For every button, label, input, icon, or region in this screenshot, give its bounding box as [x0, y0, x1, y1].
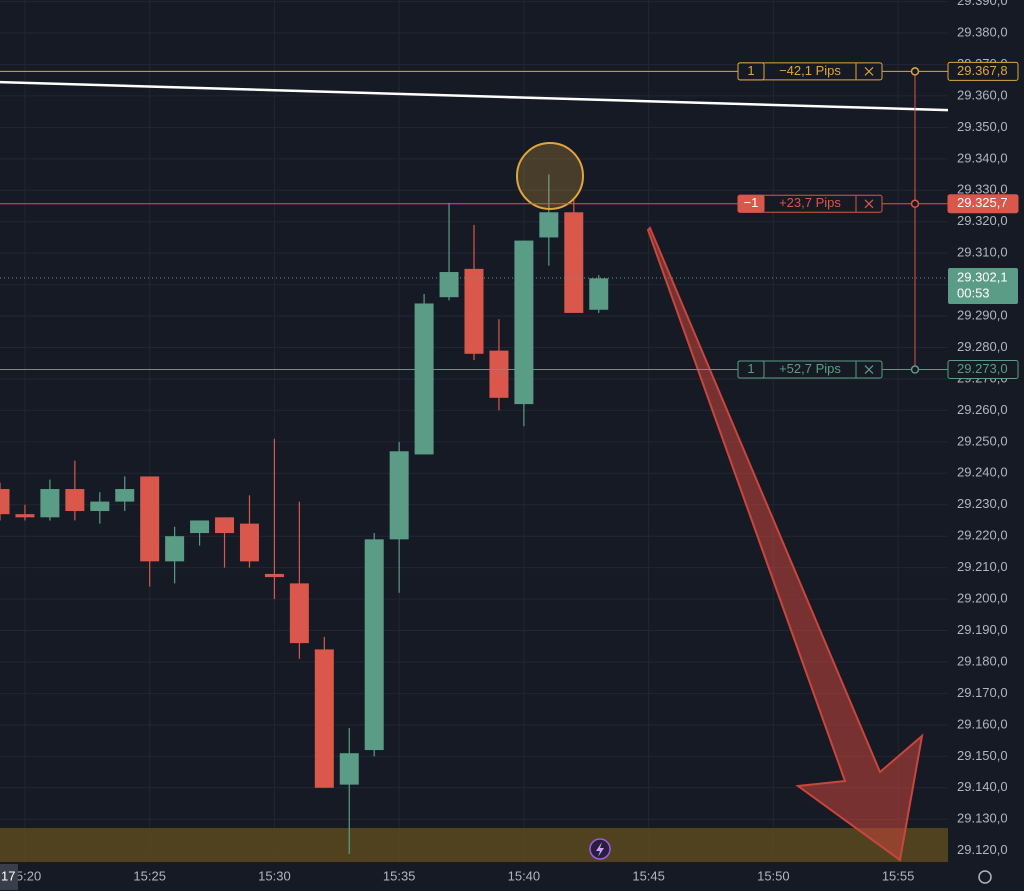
x-tick-label: 15:45 — [632, 868, 665, 883]
candle-body — [539, 212, 559, 238]
order-close[interactable] — [864, 66, 874, 76]
order-pips: +23,7 Pips — [779, 195, 841, 210]
candle-body — [65, 489, 85, 512]
candle-body — [0, 489, 10, 515]
y-tick-label: 29.260,0 — [957, 402, 1008, 417]
candle-body — [489, 350, 509, 398]
candle-body — [15, 514, 35, 518]
y-tick-label: 29.340,0 — [957, 150, 1008, 165]
candle-body — [314, 649, 334, 788]
candle-body — [40, 489, 60, 518]
order-qty: 1 — [747, 361, 754, 376]
y-tick-label: 29.350,0 — [957, 119, 1008, 134]
y-tick-label: 29.250,0 — [957, 433, 1008, 448]
order-price-label: 29.367,8 — [957, 63, 1008, 78]
countdown: 00:53 — [957, 285, 990, 300]
candle-body — [90, 501, 110, 512]
candle-body — [215, 517, 235, 534]
y-tick-label: 29.380,0 — [957, 24, 1008, 39]
y-tick-label: 29.130,0 — [957, 811, 1008, 826]
y-tick-label: 29.390,0 — [957, 0, 1008, 8]
y-tick-label: 29.220,0 — [957, 528, 1008, 543]
y-tick-label: 29.360,0 — [957, 87, 1008, 102]
candle-body — [339, 753, 359, 785]
x-tick-label: 15:40 — [508, 868, 541, 883]
candle-body — [364, 539, 384, 751]
order-price-box — [947, 360, 1019, 380]
y-tick-label: 29.150,0 — [957, 748, 1008, 763]
arrow — [646, 226, 924, 862]
candle-body — [414, 303, 434, 455]
price-axis — [948, 0, 1024, 862]
order-pips: −42,1 Pips — [779, 63, 841, 78]
zone — [0, 828, 1024, 862]
y-tick-label: 29.330,0 — [957, 182, 1008, 197]
y-tick-label: 29.160,0 — [957, 716, 1008, 731]
candle-body — [589, 278, 609, 310]
order-price-box — [947, 194, 1019, 214]
last-price-label: 29.302,1 — [957, 269, 1008, 284]
order-price-label: 29.325,7 — [957, 195, 1008, 210]
y-tick-label: 29.180,0 — [957, 653, 1008, 668]
y-tick-label: 29.170,0 — [957, 685, 1008, 700]
order-qty: 1 — [747, 63, 754, 78]
y-tick-label: 29.240,0 — [957, 465, 1008, 480]
y-tick-label: 29.310,0 — [957, 245, 1008, 260]
y-tick-label: 29.280,0 — [957, 339, 1008, 354]
x-tick-label: 15:30 — [258, 868, 291, 883]
order-close[interactable] — [864, 365, 874, 374]
overlay: 1 −42,1 Pips −1 +23,7 Pips 1 +52,7 Pips — [0, 62, 949, 862]
candle-body — [564, 212, 584, 313]
order-dot — [910, 199, 920, 209]
trend-line — [0, 80, 949, 112]
candle-body — [239, 523, 259, 562]
order-qty: −1 — [744, 195, 759, 210]
time-axis — [0, 862, 1024, 891]
order-price-box — [947, 61, 1019, 81]
lightning-glyph — [596, 842, 604, 857]
date-box — [0, 864, 18, 890]
date-label: 17 — [1, 868, 15, 883]
order-dot — [910, 365, 920, 374]
grid — [0, 0, 948, 862]
candle-body — [165, 536, 185, 562]
candle-body — [514, 240, 534, 405]
candle-body — [115, 489, 135, 502]
candle-body — [439, 272, 459, 298]
y-tick-label: 29.230,0 — [957, 496, 1008, 511]
candle-body — [264, 573, 284, 578]
y-tick-label: 29.290,0 — [957, 307, 1008, 322]
order-qty-box — [737, 62, 765, 81]
y-tick-label: 29.200,0 — [957, 591, 1008, 606]
x-tick-label: 15:50 — [757, 868, 790, 883]
highlight-circle — [516, 142, 584, 210]
y-tick-label: 29.140,0 — [957, 779, 1008, 794]
x-tick-label: 15:35 — [383, 868, 416, 883]
order-price-label: 29.273,0 — [957, 361, 1008, 376]
order-pips: +52,7 Pips — [779, 361, 841, 376]
y-tick-label: 29.190,0 — [957, 622, 1008, 637]
candle-body — [140, 476, 160, 562]
x-tick-label: 15:55 — [882, 868, 915, 883]
plot — [0, 174, 1024, 862]
settings-icon[interactable] — [978, 870, 992, 884]
x-tick-label: 15:25 — [133, 868, 166, 883]
candle-body — [190, 520, 210, 534]
y-tick-label: 29.320,0 — [957, 213, 1008, 228]
candle-body — [389, 451, 409, 540]
y-tick-label: 29.120,0 — [957, 842, 1008, 857]
order-close[interactable] — [864, 199, 874, 209]
candle-body — [464, 268, 484, 354]
order-dot — [910, 67, 920, 76]
order-qty-box — [737, 360, 765, 379]
candle-body — [289, 583, 309, 644]
order-qty-box — [737, 194, 765, 213]
last-price-box — [948, 268, 1018, 305]
y-tick-label: 29.210,0 — [957, 559, 1008, 574]
